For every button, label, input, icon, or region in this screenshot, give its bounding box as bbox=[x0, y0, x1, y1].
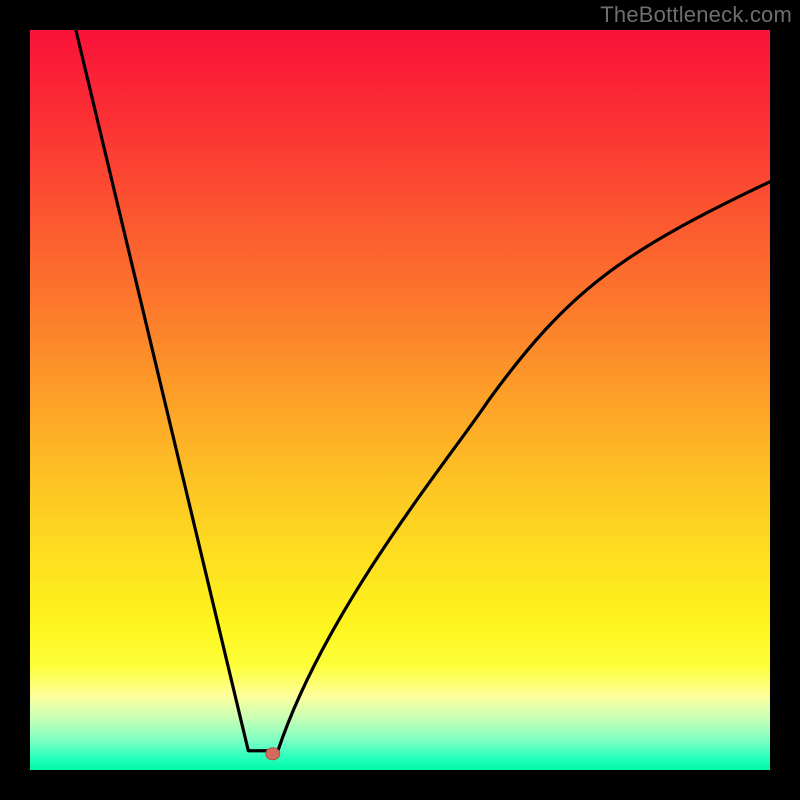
plot-svg bbox=[30, 30, 770, 770]
plot-area bbox=[30, 30, 770, 770]
minimum-marker bbox=[266, 748, 280, 760]
chart-frame: TheBottleneck.com bbox=[0, 0, 800, 800]
watermark-text: TheBottleneck.com bbox=[600, 2, 792, 28]
gradient-background bbox=[30, 30, 770, 770]
